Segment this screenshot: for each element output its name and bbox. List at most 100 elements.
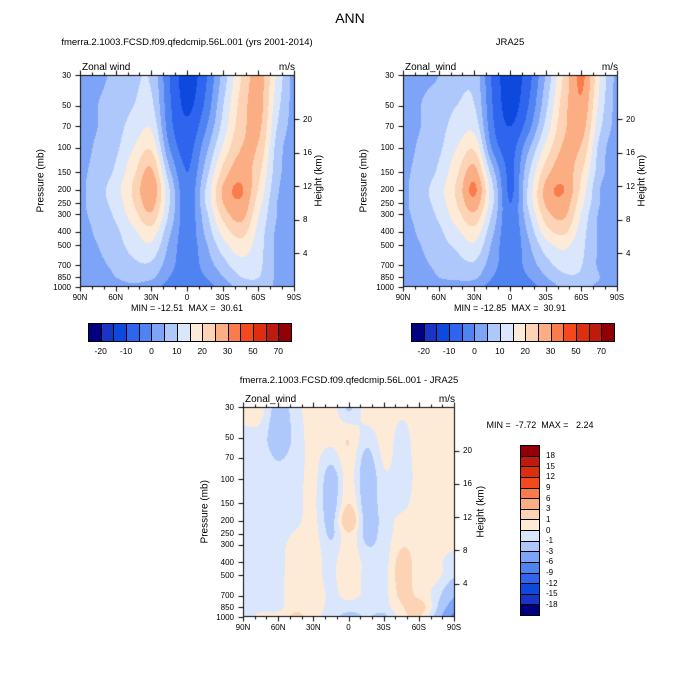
panel2-labelbar-box: [449, 323, 463, 342]
panel2-lat-tick-label: 90N: [395, 293, 411, 302]
panel2-title: JRA25: [495, 37, 525, 48]
panel2-pressure-tick-label: 250: [380, 198, 394, 208]
panel1-variable-label: Zonal wind: [82, 62, 131, 73]
panel1-height-tick-label: 8: [303, 215, 308, 225]
panel1-pressure-tick-label: 200: [57, 185, 71, 195]
panel2-labelbar-label: -20: [417, 346, 430, 356]
panel3-height-tick-label: 8: [463, 545, 468, 555]
panel2-pressure-tick-label: 30: [385, 70, 394, 80]
panel1-lat-tick-label: 60S: [251, 293, 266, 302]
panel2-labelbar-box: [474, 323, 488, 342]
panel1-lat-tick-label: 0: [184, 293, 190, 302]
panel3-pressure-tick-label: 400: [220, 557, 234, 567]
panel1-height-tick-label: 12: [303, 181, 312, 191]
panel3-labelbar-label: -18: [546, 599, 558, 609]
panel2-variable-label: Zonal_wind: [405, 62, 457, 73]
panel3-pressure-tick-label: 30: [225, 402, 234, 412]
panel1-height-tick-label: 4: [303, 248, 308, 258]
panel3-title: fmerra.2.1003.FCSD.f09.qfedcmip.56L.001 …: [239, 375, 459, 386]
panel3-labelbar-label: 0: [546, 525, 551, 535]
panel2-labelbar-label: 0: [472, 346, 477, 356]
panel2-labelbar-label: 20: [520, 346, 530, 356]
panel2-labelbar-label: 10: [495, 346, 505, 356]
panel2-height-axis-title: Height (km): [636, 154, 648, 207]
panel1-lat-tick-label: 30N: [143, 293, 159, 302]
panel3-pressure-tick-label: 300: [220, 540, 234, 550]
panel2-labelbar-box: [411, 323, 425, 342]
panel2-pressure-tick-label: 500: [380, 240, 394, 250]
panel2-pressure-tick-label: 70: [385, 121, 394, 131]
panel2-pressure-tick-label: 100: [380, 143, 394, 153]
panel2-labelbar-box: [563, 323, 577, 342]
panel3-labelbar-label: -12: [546, 578, 558, 588]
panel2-height-tick-label: 12: [626, 181, 635, 191]
panel2-lat-tick-label: 0: [507, 293, 513, 302]
panel1-pressure-tick-label: 400: [57, 227, 71, 237]
panel3-labelbar-label: 1: [546, 514, 551, 524]
panel1-pressure-tick-label: 100: [57, 143, 71, 153]
panel1-pressure-tick-label: 850: [57, 272, 71, 282]
panel1-pressure-tick-label: 1000: [53, 282, 71, 292]
panel2-units-label: m/s: [601, 62, 618, 73]
panel3-labelbar-label: 15: [546, 461, 555, 471]
panel3-pressure-tick-label: 200: [220, 516, 234, 526]
panel1-title: fmerra.2.1003.FCSD.f09.qfedcmip.56L.001 …: [61, 37, 313, 48]
panel3-min-max-stats: MIN = -7.72 MAX = 2.24: [486, 420, 594, 430]
panel3-pressure-tick-label: 1000: [216, 612, 234, 622]
panel2-labelbar-box: [436, 323, 450, 342]
panel1-pressure-tick-label: 500: [57, 240, 71, 250]
panel3-pressure-tick-label: 700: [220, 591, 234, 601]
panel2-height-tick-label: 20: [626, 114, 635, 124]
panel1-labelbar-box: [215, 323, 229, 342]
panel3-pressure-tick-label: 850: [220, 602, 234, 612]
panel1-labelbar-box: [113, 323, 127, 342]
panel3-pressure-tick-label: 500: [220, 570, 234, 580]
panel1-pressure-tick-label: 150: [57, 167, 71, 177]
panel2-pressure-tick-label: 200: [380, 185, 394, 195]
panel2-height-tick-label: 4: [626, 248, 631, 258]
panel1-labelbar-box: [177, 323, 191, 342]
panel2-lat-tick-label: 60S: [574, 293, 589, 302]
panel3-labelbar-label: -3: [546, 546, 554, 556]
panel3-labelbar-box: [520, 604, 540, 616]
panel2-labelbar-box: [487, 323, 501, 342]
panel1-labelbar-box: [126, 323, 140, 342]
panel3-pressure-tick-label: 70: [225, 453, 234, 463]
panel1-labelbar-label: 20: [197, 346, 207, 356]
panel2-pressure-tick-label: 850: [380, 272, 394, 282]
panel2-height-tick-label: 8: [626, 215, 631, 225]
panel1-height-axis-title: Height (km): [313, 154, 325, 207]
panel3-labelbar-label: 3: [546, 504, 551, 514]
panel1-labelbar-box: [202, 323, 216, 342]
panel1-labelbar-box: [151, 323, 165, 342]
panel3-labelbar-label: 12: [546, 472, 555, 482]
panel2-labelbar-label: 50: [571, 346, 581, 356]
panel2-lat-tick-label: 30S: [538, 293, 553, 302]
panel3-lat-tick-label: 30S: [376, 623, 391, 632]
panel2-pressure-axis-title: Pressure (mb): [358, 149, 370, 213]
panel2-labelbar-box: [525, 323, 539, 342]
panel1-lat-tick-label: 90N: [72, 293, 88, 302]
panel1-labelbar-label: 30: [222, 346, 233, 356]
panel3-pressure-tick-label: 150: [220, 498, 234, 508]
panel2-lat-tick-label: 60N: [431, 293, 446, 302]
panel3-pressure-tick-label: 250: [220, 529, 234, 539]
panel2-labelbar-box: [601, 323, 615, 342]
panel3-labelbar-label: -15: [546, 589, 558, 599]
panel2-pressure-tick-label: 150: [380, 167, 394, 177]
panel3-labelbar-label: 9: [546, 483, 551, 492]
panel2-lat-tick-label: 30N: [466, 293, 482, 302]
panel2-pressure-tick-label: 700: [380, 260, 394, 270]
panel2-labelbar-box: [500, 323, 514, 342]
panel1-labelbar-box: [88, 323, 102, 342]
panel1-pressure-tick-label: 300: [57, 209, 71, 219]
panel2-pressure-tick-label: 50: [385, 101, 394, 111]
panel3-labelbar-label: -6: [546, 557, 554, 567]
panel1-labelbar-label: -20: [94, 346, 107, 356]
panel1-pressure-tick-label: 50: [62, 101, 71, 111]
panel2-labelbar-label: 30: [545, 346, 556, 356]
panel3-pressure-axis-title: Pressure (mb): [199, 480, 211, 544]
panel3-height-tick-label: 16: [463, 479, 472, 489]
